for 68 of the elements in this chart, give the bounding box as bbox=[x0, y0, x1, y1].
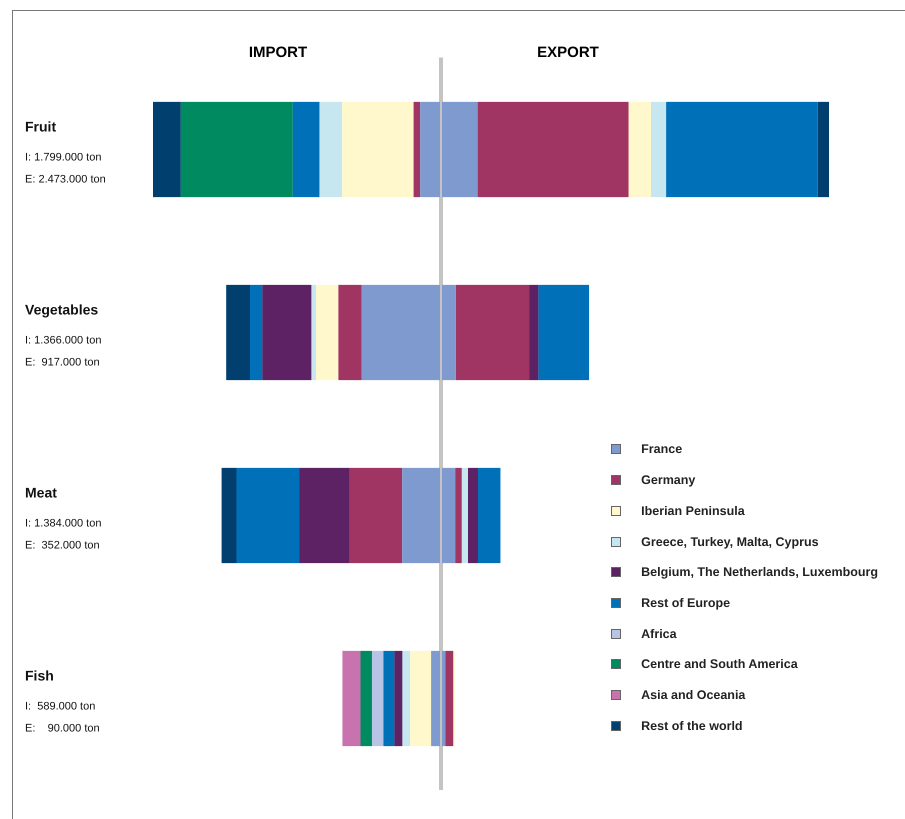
legend-label: Iberian Peninsula bbox=[641, 504, 745, 518]
bar bbox=[153, 102, 181, 198]
legend-label: Germany bbox=[641, 473, 696, 488]
bar bbox=[455, 468, 462, 564]
bar bbox=[818, 102, 829, 198]
legend-label: Asia and Oceania bbox=[641, 688, 746, 702]
bar bbox=[316, 284, 338, 380]
bar bbox=[628, 102, 651, 198]
bar bbox=[442, 650, 446, 746]
chart-title: IMPORT bbox=[248, 44, 308, 61]
legend-label: Rest of the world bbox=[641, 718, 743, 733]
legend-label: Africa bbox=[641, 626, 677, 641]
bar bbox=[478, 102, 629, 198]
text: I: 1.799.000 ton bbox=[25, 152, 102, 164]
y-tick-label: Fish bbox=[25, 667, 54, 684]
bar bbox=[360, 650, 372, 746]
bar bbox=[402, 468, 440, 564]
bar bbox=[383, 650, 394, 746]
bar bbox=[236, 468, 300, 564]
legend-label: France bbox=[641, 442, 682, 456]
bar bbox=[292, 102, 320, 198]
text: E: 917.000 ton bbox=[25, 356, 100, 369]
bar bbox=[442, 284, 456, 380]
bar bbox=[529, 284, 538, 380]
bar bbox=[250, 284, 262, 380]
bar bbox=[342, 650, 360, 746]
bar bbox=[410, 650, 432, 746]
bar bbox=[442, 468, 456, 564]
bar bbox=[666, 102, 818, 198]
bar bbox=[402, 650, 410, 746]
bar bbox=[478, 468, 500, 564]
bar bbox=[180, 102, 293, 198]
bar bbox=[462, 468, 468, 564]
text: E: 2.473.000 ton bbox=[25, 174, 106, 186]
bar bbox=[414, 102, 420, 198]
bar bbox=[445, 650, 454, 746]
text: I: 1.384.000 ton bbox=[25, 518, 102, 530]
y-tick-label: Meat bbox=[25, 484, 58, 500]
bar bbox=[456, 284, 530, 380]
legend-label: Belgium, The Netherlands, Luxembourg bbox=[641, 565, 878, 580]
bar bbox=[262, 284, 312, 380]
bar bbox=[350, 468, 402, 564]
bar bbox=[226, 284, 250, 380]
bar bbox=[650, 102, 666, 198]
bar bbox=[394, 650, 402, 746]
bar bbox=[468, 468, 478, 564]
y-tick-label: Fruit bbox=[25, 118, 56, 134]
bar bbox=[311, 284, 316, 380]
bar bbox=[420, 102, 440, 198]
bar bbox=[362, 284, 440, 380]
legend-label: Centre and South America bbox=[641, 657, 798, 672]
bar bbox=[431, 650, 440, 746]
bar bbox=[222, 468, 237, 564]
bar bbox=[342, 102, 414, 198]
bar bbox=[442, 102, 478, 198]
legend-label: Rest of Europe bbox=[641, 596, 730, 610]
text: E: 352.000 ton bbox=[25, 540, 100, 552]
text: I: 1.366.000 ton bbox=[25, 334, 102, 347]
bar bbox=[299, 468, 350, 564]
bar bbox=[372, 650, 384, 746]
bar bbox=[319, 102, 342, 198]
bar bbox=[338, 284, 362, 380]
chart-title: EXPORT bbox=[536, 44, 600, 61]
text: I: 589.000 ton bbox=[25, 700, 96, 713]
legend-label: Greece, Turkey, Malta, Cyprus bbox=[641, 534, 819, 549]
text: E: 90.000 ton bbox=[25, 722, 100, 735]
y-tick-label: Vegetables bbox=[25, 301, 98, 318]
bar bbox=[538, 284, 590, 380]
